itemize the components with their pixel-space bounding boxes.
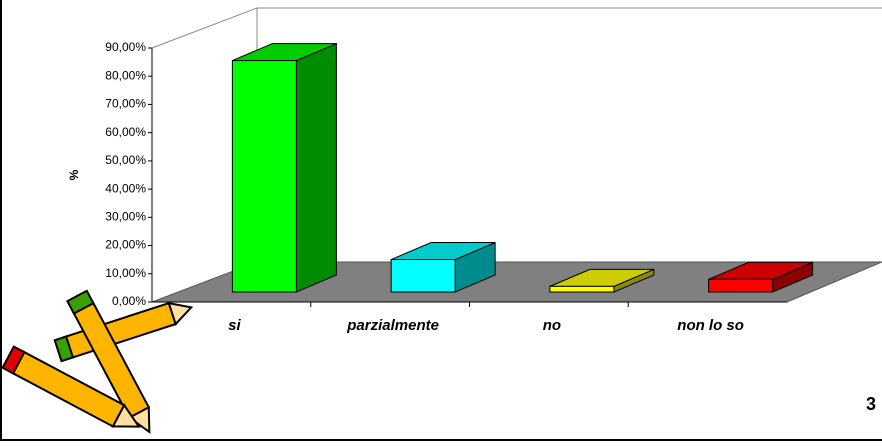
x-tick-label: si <box>228 317 241 334</box>
bar <box>391 260 455 292</box>
bar <box>232 61 296 292</box>
bar <box>550 286 614 292</box>
page-number: 3 <box>866 394 876 414</box>
y-tick-label: 0,00% <box>112 294 146 308</box>
y-tick-label: 50,00% <box>105 153 146 167</box>
y-tick-label: 90,00% <box>105 40 146 54</box>
y-axis-label: % <box>67 169 81 180</box>
y-tick-label: 40,00% <box>105 181 146 195</box>
bar <box>709 279 773 292</box>
bar-side <box>296 44 336 292</box>
y-tick-label: 10,00% <box>105 266 146 280</box>
y-tick-label: 60,00% <box>105 125 146 139</box>
x-tick-label: no <box>543 317 561 334</box>
x-tick-label: non lo so <box>677 317 744 334</box>
y-tick-label: 20,00% <box>105 238 146 252</box>
y-tick-label: 80,00% <box>105 68 146 82</box>
y-tick-label: 70,00% <box>105 97 146 111</box>
slide: % 3 0,00% 10,00% 20,00% 30,00% 40,00% 50,00% 6… <box>0 0 882 441</box>
y-tick-label: 30,00% <box>105 210 146 224</box>
x-tick-label: parzialmente <box>346 317 439 334</box>
